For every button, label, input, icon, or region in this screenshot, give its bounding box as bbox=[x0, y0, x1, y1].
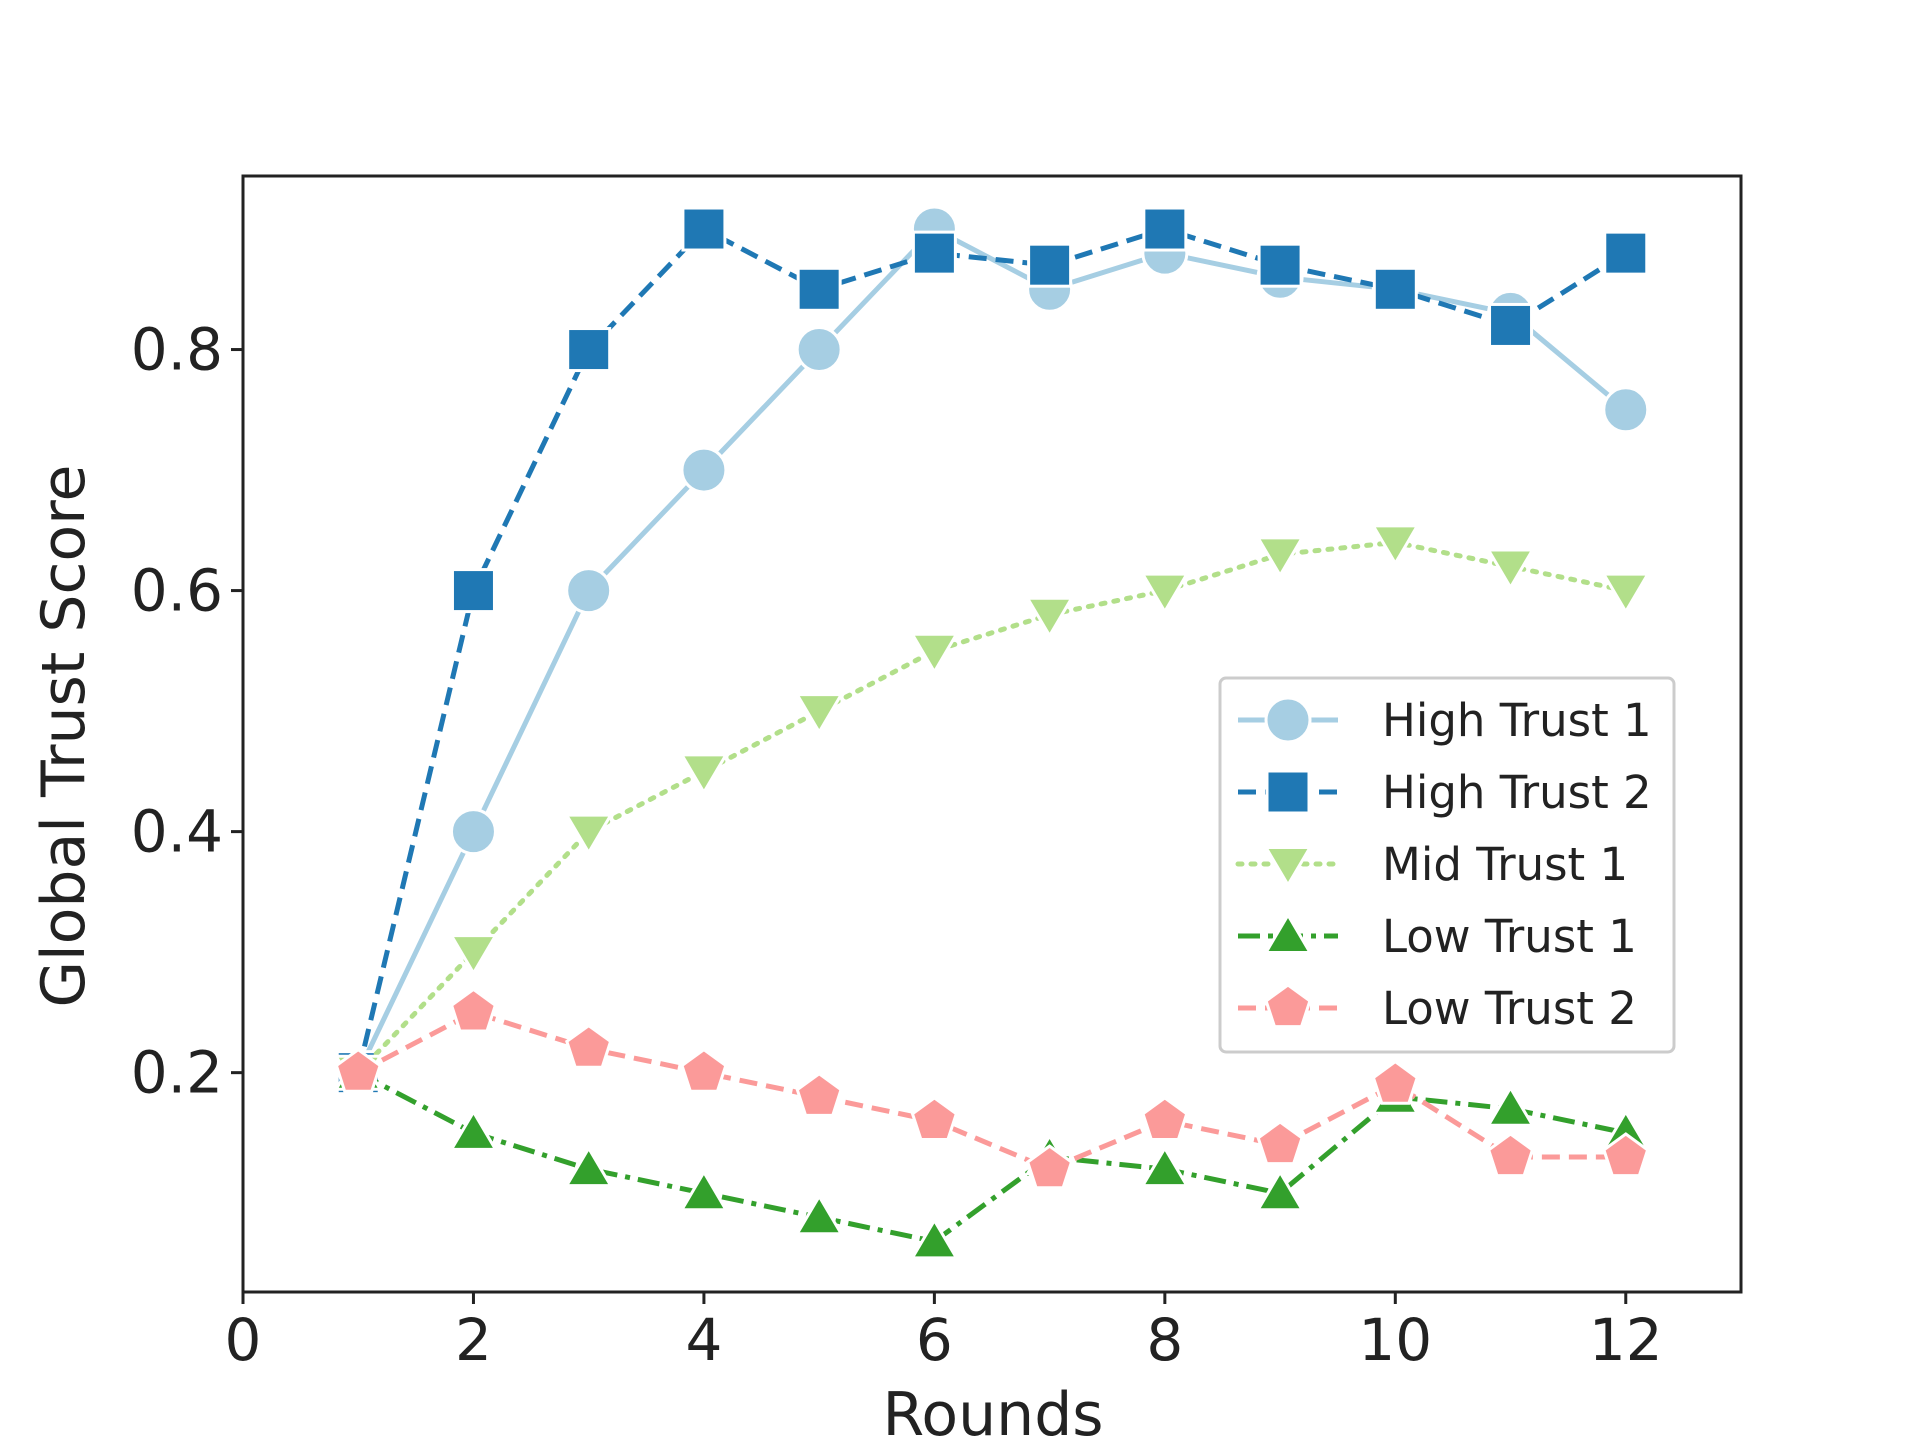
data-point bbox=[1371, 1059, 1419, 1105]
data-point bbox=[795, 1071, 843, 1117]
data-point bbox=[1142, 206, 1188, 252]
data-point bbox=[448, 934, 499, 976]
series-5 bbox=[334, 987, 1650, 1190]
data-point bbox=[680, 446, 728, 494]
data-point bbox=[1025, 1144, 1074, 1190]
y-tick-label: 0.2 bbox=[131, 1039, 223, 1107]
legend-label: Low Trust 2 bbox=[1382, 982, 1637, 1035]
legend-item: Low Trust 1 bbox=[1238, 910, 1637, 963]
data-point bbox=[1485, 548, 1536, 591]
data-point bbox=[1603, 230, 1649, 276]
data-point bbox=[1027, 242, 1073, 288]
legend-item: Low Trust 2 bbox=[1238, 982, 1637, 1035]
data-point bbox=[1255, 1169, 1305, 1212]
data-point bbox=[679, 1169, 729, 1212]
y-tick-label: 0.4 bbox=[131, 798, 223, 866]
legend-label: Low Trust 1 bbox=[1382, 910, 1637, 963]
data-point bbox=[449, 987, 498, 1033]
legend-marker bbox=[1264, 696, 1312, 744]
x-tick-label: 8 bbox=[1146, 1306, 1183, 1374]
data-point bbox=[1257, 242, 1303, 288]
data-point bbox=[796, 266, 842, 312]
legend-label: Mid Trust 1 bbox=[1382, 838, 1628, 891]
data-point bbox=[794, 1193, 844, 1236]
data-point bbox=[449, 808, 497, 856]
axes-layer: 0 2 4 6 8 10 12 0.2 0.4 0.6 0.8 bbox=[131, 174, 1743, 1374]
y-tick-label: 0.6 bbox=[131, 557, 223, 625]
data-point bbox=[909, 1217, 960, 1260]
data-point bbox=[1602, 1132, 1650, 1178]
series-layer bbox=[333, 205, 1651, 1260]
data-point bbox=[910, 1096, 959, 1141]
x-tick-label: 10 bbox=[1358, 1306, 1432, 1374]
data-point bbox=[795, 326, 843, 374]
data-point bbox=[1486, 1132, 1535, 1178]
x-axis-label: Rounds bbox=[882, 1380, 1103, 1440]
legend-marker bbox=[1265, 769, 1311, 815]
x-tick-label: 2 bbox=[455, 1306, 492, 1374]
data-point bbox=[679, 753, 729, 796]
plot-frame bbox=[241, 174, 1743, 1294]
data-point bbox=[1140, 1145, 1190, 1188]
x-tick-label: 6 bbox=[916, 1306, 953, 1374]
legend-marker bbox=[1263, 846, 1313, 888]
data-point bbox=[564, 1145, 614, 1188]
data-point bbox=[565, 567, 613, 615]
legend-item: Mid Trust 1 bbox=[1235, 838, 1628, 891]
x-tick-label: 12 bbox=[1589, 1306, 1663, 1374]
data-point bbox=[1485, 1084, 1536, 1127]
legend-box bbox=[1218, 676, 1676, 1054]
series-line bbox=[355, 539, 1629, 1076]
legend-marker bbox=[1263, 912, 1313, 954]
y-axis-label: Global Trust Score bbox=[29, 465, 99, 1008]
series-line bbox=[357, 1070, 1627, 1244]
data-point bbox=[1024, 596, 1075, 639]
data-point bbox=[1488, 302, 1534, 348]
legend-label: High Trust 1 bbox=[1382, 694, 1652, 747]
data-point bbox=[565, 1023, 613, 1069]
data-point bbox=[564, 813, 614, 856]
data-point bbox=[909, 632, 960, 675]
legend-label: High Trust 2 bbox=[1382, 766, 1652, 819]
data-point bbox=[1602, 386, 1650, 434]
data-point bbox=[334, 1047, 382, 1093]
data-point bbox=[1601, 572, 1651, 615]
data-point bbox=[681, 206, 727, 252]
data-point bbox=[450, 568, 496, 614]
data-point bbox=[680, 1047, 728, 1093]
x-tick-label: 4 bbox=[685, 1306, 722, 1374]
legend-marker bbox=[1264, 983, 1312, 1029]
data-point bbox=[794, 693, 844, 735]
data-point bbox=[1141, 1096, 1189, 1141]
legend-item: High Trust 2 bbox=[1238, 766, 1652, 819]
legend-item: High Trust 1 bbox=[1238, 694, 1652, 747]
y-tick-label: 0.8 bbox=[131, 316, 223, 384]
data-point bbox=[911, 230, 957, 276]
data-point bbox=[448, 1109, 499, 1151]
data-point bbox=[1140, 572, 1190, 615]
data-point bbox=[1370, 524, 1420, 567]
data-point bbox=[1372, 266, 1418, 312]
data-point bbox=[1256, 1120, 1304, 1166]
data-point bbox=[1255, 536, 1305, 579]
legend: High Trust 1 High Trust 2 Mid Trust 1 Low T… bbox=[1218, 676, 1676, 1054]
data-point bbox=[566, 327, 612, 373]
x-tick-label: 0 bbox=[225, 1306, 262, 1374]
